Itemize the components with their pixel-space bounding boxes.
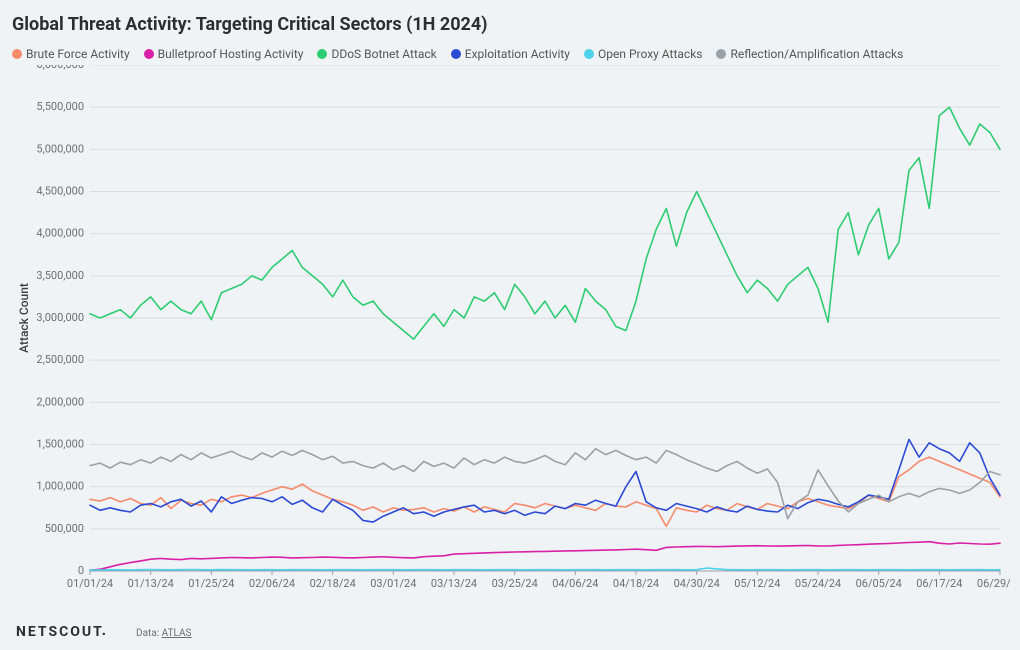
x-tick-label: 06/05/24: [856, 577, 902, 590]
brand-text: NETSCOUT: [16, 624, 104, 640]
series-line: [90, 107, 1000, 339]
data-source-label: Data:: [136, 628, 159, 639]
chart-card: Global Threat Activity: Targeting Critic…: [0, 0, 1020, 650]
legend-item[interactable]: Reflection/Amplification Attacks: [716, 47, 903, 61]
data-source-value: ATLAS: [162, 628, 192, 639]
y-tick-label: 0: [78, 564, 84, 577]
y-tick-label: 6,000,000: [36, 65, 84, 71]
brand-dot: .: [102, 623, 108, 639]
y-tick-label: 2,500,000: [36, 353, 84, 366]
y-tick-label: 2,000,000: [36, 395, 84, 408]
x-tick-label: 02/06/24: [249, 577, 295, 590]
chart-plot: 0 500,000 1,000,000 1,500,000 2,000,000 2,500…: [10, 65, 1010, 595]
x-tick-label: 04/06/24: [552, 577, 598, 590]
legend-label: Bulletproof Hosting Activity: [158, 47, 304, 61]
x-tick-label: 06/29/24: [977, 577, 1010, 590]
chart-svg: 0 500,000 1,000,000 1,500,000 2,000,000 2,500…: [10, 65, 1010, 595]
y-axis-label: Attack Count: [17, 283, 31, 353]
y-tick-label: 5,000,000: [36, 142, 84, 155]
y-tick-label: 1,500,000: [36, 438, 84, 451]
legend-item[interactable]: Open Proxy Attacks: [584, 47, 702, 61]
legend-item[interactable]: Bulletproof Hosting Activity: [144, 47, 304, 61]
y-tick-label: 4,000,000: [36, 227, 84, 240]
x-tick-label: 03/25/24: [492, 577, 538, 590]
legend-dot-icon: [716, 49, 726, 59]
series-line: [90, 449, 1000, 519]
series-line: [90, 568, 1000, 570]
legend-label: Open Proxy Attacks: [598, 47, 702, 61]
legend-item[interactable]: Exploitation Activity: [451, 47, 570, 61]
x-tick-label: 03/01/24: [370, 577, 416, 590]
legend-item[interactable]: Brute Force Activity: [12, 47, 130, 61]
x-tick-label: 01/25/24: [188, 577, 234, 590]
legend-label: Brute Force Activity: [26, 47, 130, 61]
legend-item[interactable]: DDoS Botnet Attack: [317, 47, 436, 61]
y-tick-label: 3,500,000: [36, 269, 84, 282]
x-tick-label: 05/24/24: [795, 577, 841, 590]
legend-dot-icon: [584, 49, 594, 59]
legend-dot-icon: [12, 49, 22, 59]
brand-logo: NETSCOUT.: [16, 624, 108, 640]
series-line: [90, 439, 1000, 522]
y-tick-label: 3,000,000: [36, 311, 84, 324]
legend-label: Reflection/Amplification Attacks: [730, 47, 903, 61]
footer: NETSCOUT. Data: ATLAS: [16, 624, 191, 640]
legend-label: DDoS Botnet Attack: [331, 47, 436, 61]
y-tick-label: 5,500,000: [36, 100, 84, 113]
legend: Brute Force Activity Bulletproof Hosting …: [12, 47, 1010, 61]
x-tick-label: 02/18/24: [310, 577, 356, 590]
x-tick-label: 06/17/24: [916, 577, 962, 590]
x-tick-label: 05/12/24: [734, 577, 780, 590]
x-tick-label: 04/30/24: [674, 577, 720, 590]
legend-label: Exploitation Activity: [465, 47, 570, 61]
x-tick-label: 04/18/24: [613, 577, 659, 590]
series-line: [90, 542, 1000, 571]
legend-dot-icon: [451, 49, 461, 59]
data-source: Data: ATLAS: [136, 628, 191, 639]
x-tick-label: 03/13/24: [431, 577, 477, 590]
y-tick-label: 1,000,000: [36, 480, 84, 493]
legend-dot-icon: [317, 49, 327, 59]
legend-dot-icon: [144, 49, 154, 59]
y-tick-label: 500,000: [45, 522, 84, 535]
series-line: [90, 457, 1000, 526]
y-tick-label: 4,500,000: [36, 185, 84, 198]
chart-title: Global Threat Activity: Targeting Critic…: [12, 14, 1010, 35]
x-tick-label: 01/13/24: [128, 577, 174, 590]
x-tick-label: 01/01/24: [67, 577, 113, 590]
